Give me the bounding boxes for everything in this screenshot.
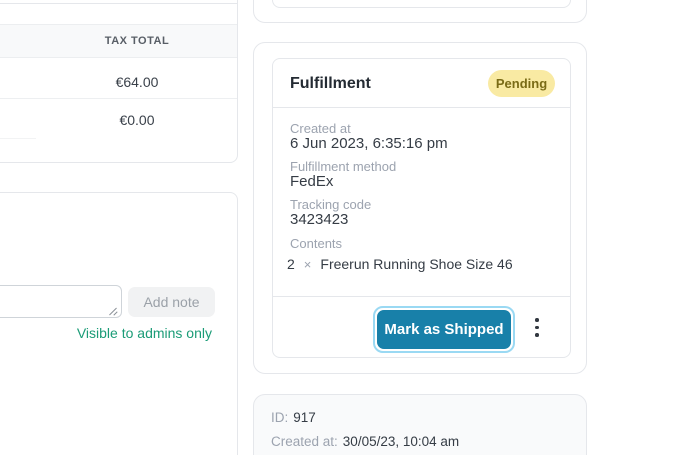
meta-card — [253, 394, 587, 455]
divider — [0, 98, 237, 99]
fulfillment-card-title: Fulfillment — [290, 75, 371, 92]
divider — [273, 107, 570, 108]
meta-created-row: Created at: 30/05/23, 10:04 am — [271, 434, 459, 449]
contents-label: Contents — [290, 236, 343, 251]
note-visibility-hint: Visible to admins only — [76, 325, 212, 341]
tracking-code-value: 3423423 — [290, 211, 349, 228]
fulfillment-method-label: Fulfillment method — [290, 159, 397, 174]
tax-total-cell: €0.00 — [119, 112, 155, 128]
primary-button-focus-ring: Mark as Shipped — [373, 306, 515, 353]
item-name: Freerun Running Shoe Size 46 — [320, 256, 513, 272]
tracking-code-label: Tracking code — [290, 197, 372, 212]
mark-as-shipped-button[interactable]: Mark as Shipped — [377, 310, 511, 349]
divider — [273, 296, 570, 297]
created-at-value: 6 Jun 2023, 6:35:16 pm — [290, 135, 448, 152]
divider — [0, 138, 36, 139]
add-note-button[interactable]: Add note — [128, 287, 215, 317]
status-badge: Pending — [488, 70, 555, 97]
multiply-icon: × — [303, 256, 312, 272]
note-input[interactable] — [0, 285, 122, 318]
table-header-row — [0, 24, 237, 58]
id-value: 917 — [293, 410, 316, 425]
payment-inner-card — [272, 0, 571, 8]
id-label: ID: — [271, 410, 289, 425]
meta-id-row: ID: 917 — [271, 410, 316, 425]
tax-total-column-header: TAX TOTAL — [104, 35, 170, 47]
fulfillment-method-value: FedEx — [290, 173, 334, 190]
contents-line-item: 2 × Freerun Running Shoe Size 46 — [287, 256, 513, 272]
item-quantity: 2 — [287, 256, 295, 272]
resize-grip-icon[interactable] — [108, 304, 119, 315]
divider — [0, 3, 238, 4]
created-at-label: Created at — [290, 121, 351, 136]
tax-total-cell: €64.00 — [115, 74, 159, 90]
meta-created-label: Created at: — [271, 434, 338, 449]
kebab-menu-icon[interactable] — [533, 316, 541, 339]
notes-card — [0, 192, 238, 455]
meta-created-value: 30/05/23, 10:04 am — [342, 434, 460, 449]
